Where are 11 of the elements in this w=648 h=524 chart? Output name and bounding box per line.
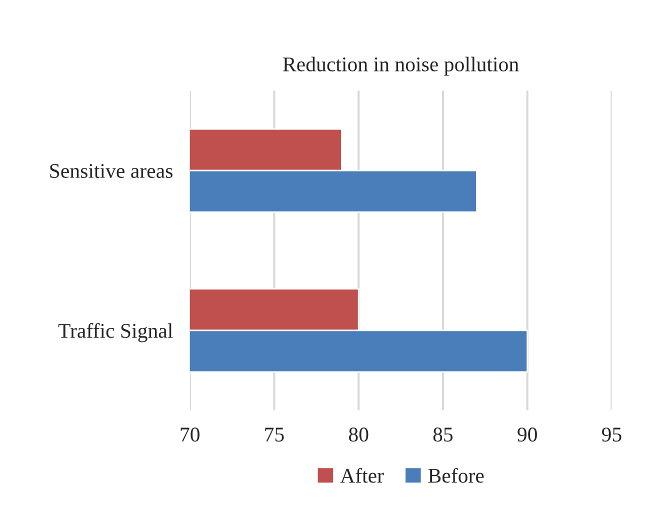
y-tick-label: Traffic Signal xyxy=(58,323,173,342)
y-tick-label: Sensitive areas xyxy=(50,164,172,178)
x-tick-label: 95 xyxy=(602,428,622,442)
legend-label: Before xyxy=(428,468,484,483)
x-tick-label: 80 xyxy=(348,428,368,442)
x-tick-label: 75 xyxy=(265,428,284,442)
x-tick-label: 70 xyxy=(180,428,200,442)
legend-label: After xyxy=(340,468,384,483)
x-tick-label: 85 xyxy=(433,428,453,442)
chart-title: Reduction in noise pollution xyxy=(283,56,519,76)
x-tick-label: 90 xyxy=(518,428,537,442)
